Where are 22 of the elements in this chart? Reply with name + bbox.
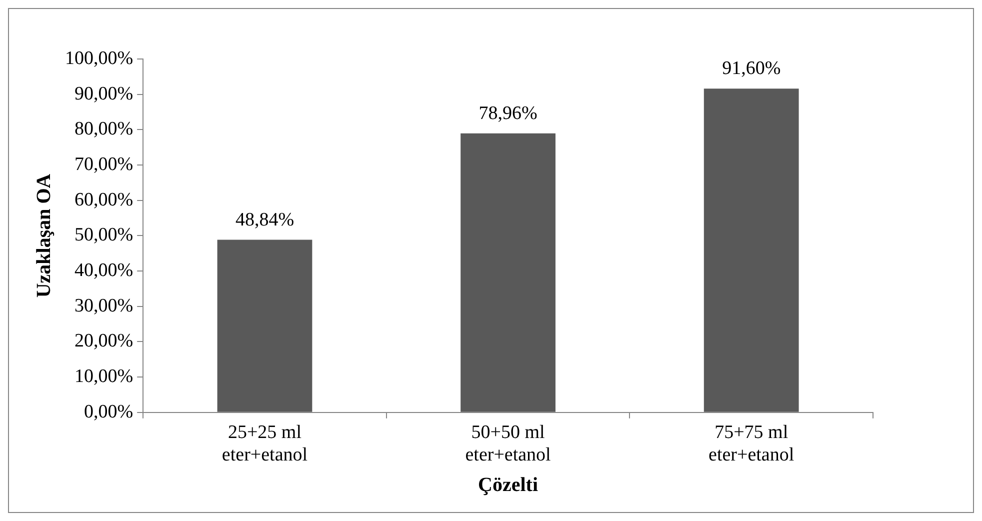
y-tick-label: 60,00% — [74, 189, 134, 210]
bar — [217, 240, 312, 412]
bar — [704, 88, 799, 412]
bar — [460, 133, 556, 412]
y-tick-label: 90,00% — [74, 83, 134, 104]
y-tick-label: 70,00% — [74, 154, 134, 176]
data-label: 91,60% — [722, 58, 781, 80]
y-tick-label: 80,00% — [74, 118, 134, 140]
y-tick-label: 30,00% — [74, 295, 134, 316]
data-label: 78,96% — [478, 102, 538, 124]
y-tick-label: 0,00% — [84, 401, 134, 422]
y-tick-label: 20,00% — [74, 330, 134, 352]
y-axis-title: Uzaklaşan OA — [33, 173, 56, 298]
x-axis-title: Çözelti — [478, 474, 538, 496]
x-tick-label: 75+75 ml eter+etanol — [708, 422, 794, 466]
data-label: 48,84% — [235, 209, 294, 230]
x-tick-label: 50+50 ml eter+etanol — [465, 422, 551, 466]
y-tick-label: 10,00% — [74, 366, 134, 388]
y-tick-label: 100,00% — [65, 48, 134, 69]
y-tick-label: 40,00% — [74, 260, 134, 282]
y-tick-label: 50,00% — [74, 224, 134, 246]
x-tick-label: 25+25 ml eter+etanol — [222, 422, 308, 466]
